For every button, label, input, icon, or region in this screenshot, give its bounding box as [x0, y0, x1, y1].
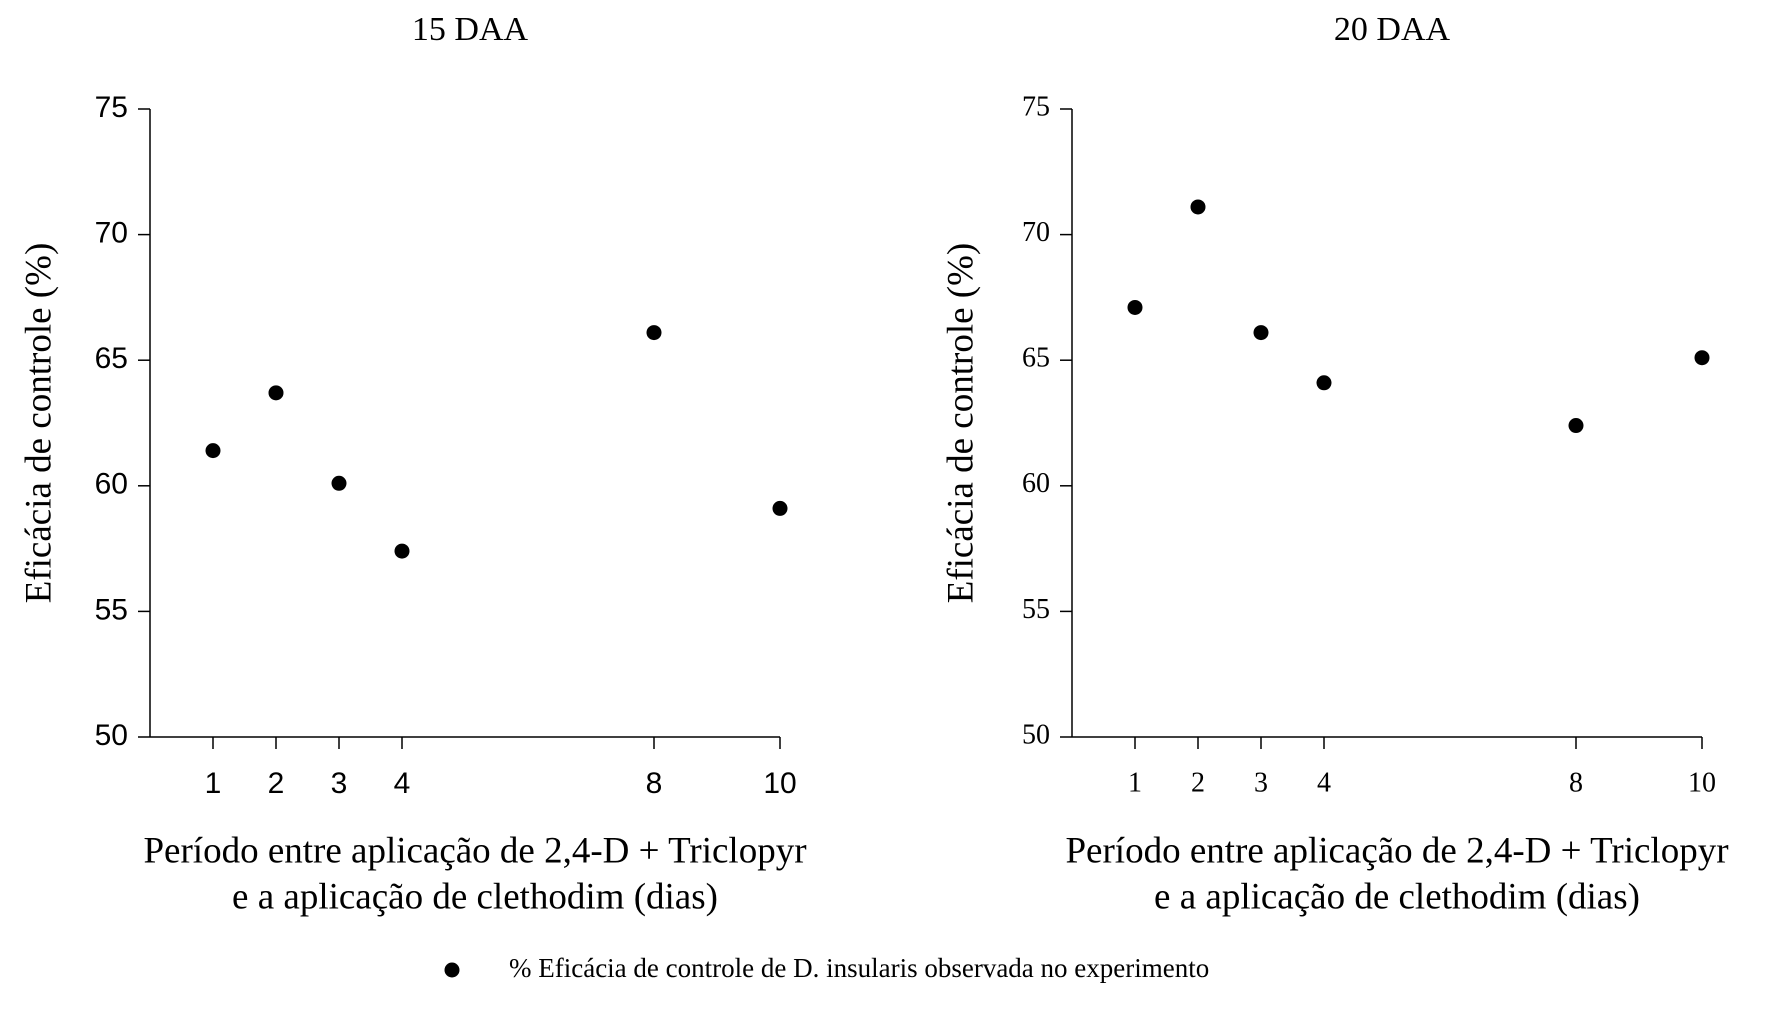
x-tick-label: 10 [1688, 767, 1716, 798]
y-tick-label: 65 [1022, 343, 1050, 374]
x-tick-label: 3 [1254, 767, 1268, 798]
chart: 15 DAA 50 55 60 65 70 75 1 2 3 4 8 10 Período entre a… [18, 11, 806, 918]
data-point [331, 475, 347, 491]
x-tick-label: 10 [763, 767, 796, 800]
legend: % Eficácia de controle de D. insularis o… [444, 953, 1209, 983]
x-axis-label: e a aplicação de clethodim (dias) [1154, 876, 1640, 917]
data-point [394, 543, 410, 559]
x-axis-label: Período entre aplicação de 2,4-D + Tricl… [1065, 830, 1728, 871]
y-axis-label: Eficácia de controle (%) [940, 243, 981, 604]
data-point [1316, 375, 1332, 391]
x-tick-label: 8 [1569, 767, 1583, 798]
x-tick-label: 8 [646, 767, 663, 800]
legend-marker [444, 962, 460, 978]
y-tick-label: 70 [1022, 217, 1050, 248]
legend-label: % Eficácia de controle de D. insularis o… [509, 953, 1209, 983]
data-point [205, 443, 221, 459]
y-tick-label: 60 [95, 468, 128, 501]
data-point [1253, 325, 1269, 341]
x-axis-label: Período entre aplicação de 2,4-D + Tricl… [143, 830, 806, 871]
y-tick-label: 55 [95, 593, 128, 626]
data-point [772, 500, 788, 516]
x-tick-label: 4 [1317, 767, 1331, 798]
y-tick-label: 65 [95, 342, 128, 375]
data-point [268, 385, 284, 401]
y-tick-label: 75 [95, 91, 128, 124]
chart-title: 20 DAA [1334, 11, 1451, 48]
x-tick-label: 4 [394, 767, 411, 800]
y-tick-label: 50 [95, 719, 128, 752]
y-tick-label: 55 [1022, 594, 1050, 625]
y-tick-label: 60 [1022, 468, 1050, 499]
data-point [1190, 199, 1206, 215]
x-tick-label: 1 [205, 767, 222, 800]
data-point [1694, 350, 1710, 366]
y-tick-label: 50 [1022, 719, 1050, 750]
chart-title: 15 DAA [412, 11, 529, 48]
data-point [1568, 418, 1584, 434]
x-tick-label: 2 [268, 767, 285, 800]
y-axis-label: Eficácia de controle (%) [18, 243, 59, 604]
x-tick-label: 3 [331, 767, 348, 800]
x-tick-label: 2 [1191, 767, 1205, 798]
data-point [1127, 299, 1143, 315]
y-tick-label: 75 [1022, 91, 1050, 122]
chart: 20 DAA 50 55 60 65 70 75 1 2 3 4 8 10 Período entre a… [940, 11, 1728, 918]
y-tick-label: 70 [95, 217, 128, 250]
data-point [646, 325, 662, 341]
x-axis-label: e a aplicação de clethodim (dias) [232, 876, 718, 917]
x-tick-label: 1 [1128, 767, 1142, 798]
